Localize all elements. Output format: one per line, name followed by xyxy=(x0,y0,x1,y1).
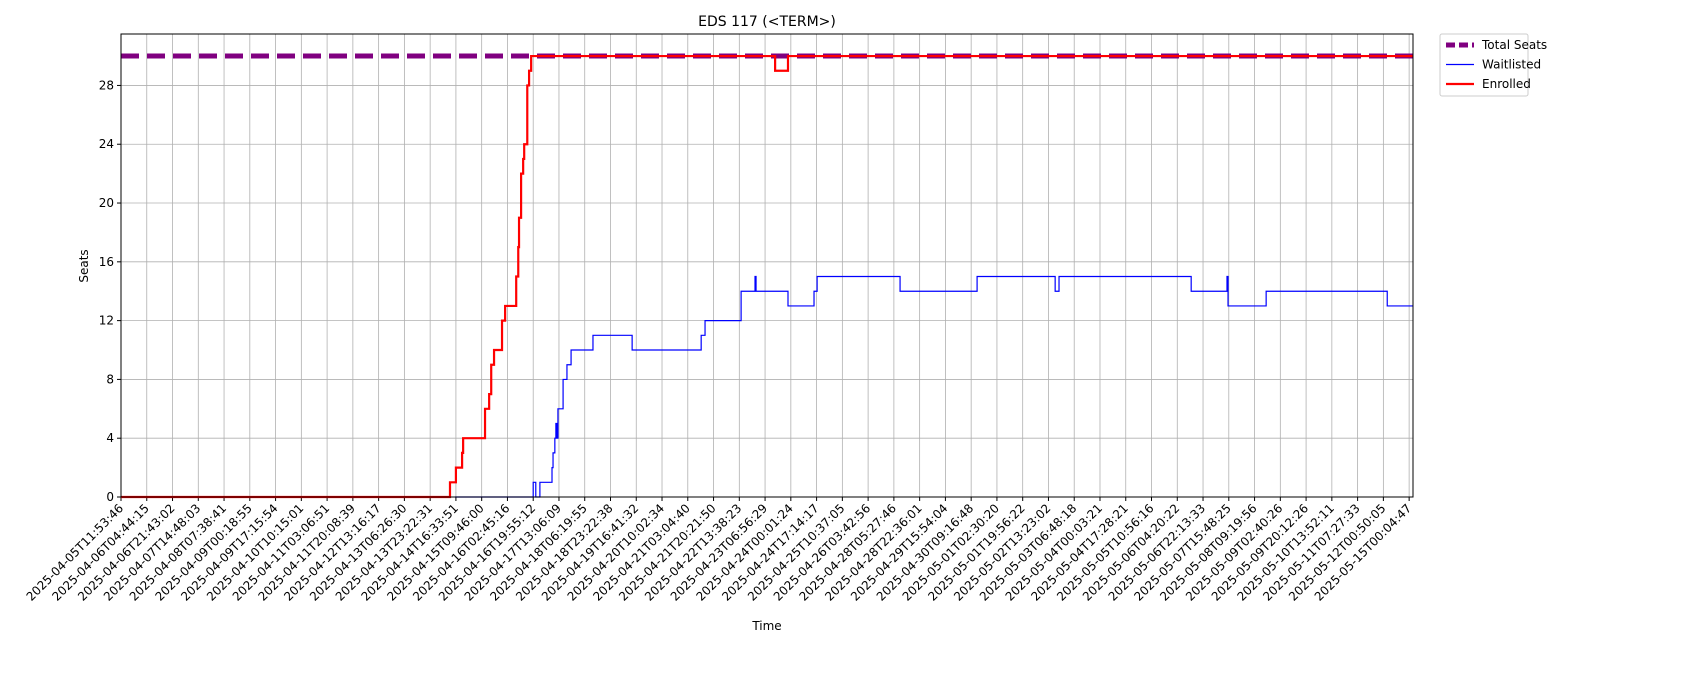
y-tick-label: 12 xyxy=(99,314,114,328)
legend-label: Total Seats xyxy=(1481,38,1547,52)
y-tick-label: 8 xyxy=(106,372,114,386)
y-tick-label: 4 xyxy=(106,431,114,445)
series-line xyxy=(455,275,1413,498)
series-line xyxy=(121,54,1413,499)
legend-label: Enrolled xyxy=(1482,77,1531,91)
plot-frame xyxy=(120,33,1414,498)
legend-box xyxy=(1439,33,1529,97)
y-tick-label: 0 xyxy=(106,490,114,504)
y-tick-label: 24 xyxy=(99,137,114,151)
x-axis-label: Time xyxy=(751,619,781,633)
y-tick-label: 28 xyxy=(99,78,114,92)
y-axis-label: Seats xyxy=(77,249,91,282)
y-tick-label: 16 xyxy=(99,255,114,269)
y-tick-label: 20 xyxy=(99,196,114,210)
chart-title: EDS 117 (<TERM>) xyxy=(698,14,836,30)
legend-label: Waitlisted xyxy=(1482,58,1541,72)
